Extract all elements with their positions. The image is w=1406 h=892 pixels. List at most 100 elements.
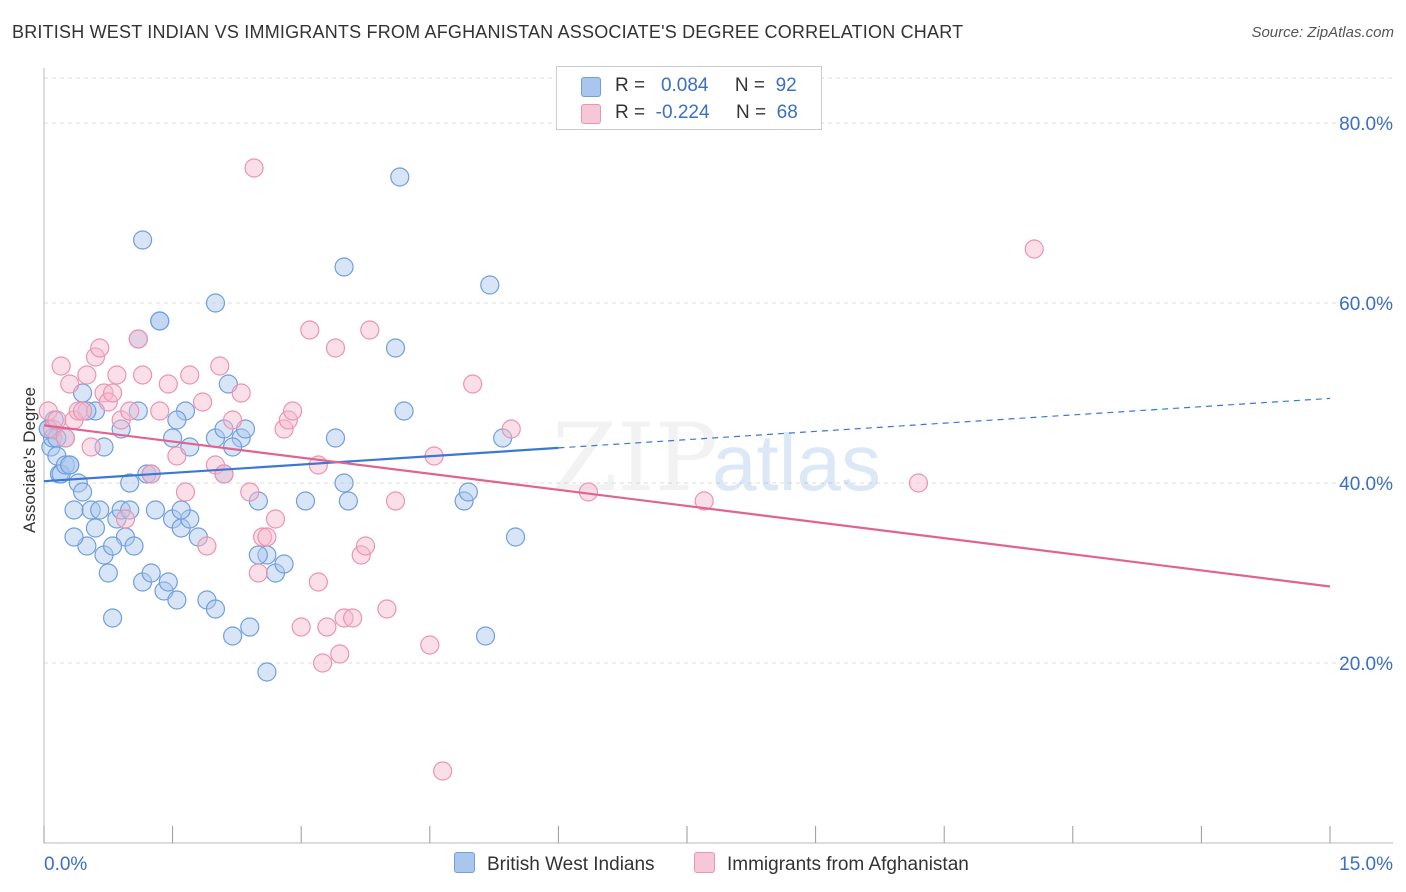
data-point-bwi bbox=[505, 527, 526, 547]
legend-label: British West Indians bbox=[487, 854, 655, 875]
data-point-afghanistan bbox=[210, 356, 230, 376]
data-point-bwi bbox=[167, 410, 187, 430]
data-point-afghanistan bbox=[694, 491, 714, 511]
data-point-afghanistan bbox=[55, 428, 76, 448]
data-point-afghanistan bbox=[223, 410, 243, 430]
trend-line-afghanistan bbox=[43, 424, 1331, 588]
series-immigrants-afghanistan bbox=[38, 158, 1044, 781]
data-point-bwi bbox=[240, 617, 260, 637]
data-point-afghanistan bbox=[231, 383, 251, 403]
data-point-afghanistan bbox=[1024, 239, 1044, 259]
data-point-afghanistan bbox=[167, 446, 187, 466]
watermark: ZIP atlas bbox=[552, 404, 881, 513]
data-point-bwi bbox=[141, 563, 161, 583]
data-point-afghanistan bbox=[274, 419, 294, 439]
data-point-bwi bbox=[205, 599, 226, 619]
x-tick-label: 0.0% bbox=[44, 854, 87, 875]
data-point-bwi bbox=[72, 482, 93, 502]
data-point-bwi bbox=[334, 257, 354, 277]
data-point-bwi bbox=[248, 545, 268, 565]
data-point-bwi bbox=[64, 500, 84, 520]
data-point-afghanistan bbox=[360, 320, 380, 340]
data-point-afghanistan bbox=[253, 527, 273, 547]
legend-item-british-west-indians[interactable]: British West Indians bbox=[454, 852, 655, 876]
data-point-bwi bbox=[385, 338, 406, 358]
data-point-bwi bbox=[458, 482, 478, 502]
data-point-afghanistan bbox=[313, 653, 333, 673]
watermark-zip: ZIP bbox=[552, 404, 718, 513]
data-point-bwi bbox=[90, 500, 110, 520]
data-point-bwi bbox=[150, 311, 170, 331]
n-value: 68 bbox=[776, 102, 798, 123]
y-tick-label: 80.0% bbox=[1339, 114, 1393, 135]
data-point-afghanistan bbox=[248, 563, 268, 583]
n-label: N = bbox=[734, 75, 766, 96]
data-point-afghanistan bbox=[128, 329, 148, 349]
data-point-afghanistan bbox=[351, 545, 371, 565]
r-value: -0.224 bbox=[655, 102, 710, 123]
data-point-bwi bbox=[132, 230, 153, 250]
data-point-afghanistan bbox=[47, 410, 67, 430]
data-point-bwi bbox=[158, 572, 178, 592]
data-point-bwi bbox=[480, 275, 500, 295]
data-point-bwi bbox=[475, 626, 496, 646]
data-point-afghanistan bbox=[107, 365, 127, 385]
data-point-afghanistan bbox=[330, 644, 350, 664]
data-point-bwi bbox=[171, 500, 191, 520]
data-point-afghanistan bbox=[317, 617, 337, 637]
data-point-afghanistan bbox=[283, 401, 303, 421]
data-point-bwi bbox=[163, 428, 183, 448]
data-point-afghanistan bbox=[158, 374, 178, 394]
data-point-afghanistan bbox=[60, 374, 80, 394]
y-tick-label: 60.0% bbox=[1339, 294, 1393, 315]
data-point-afghanistan bbox=[193, 392, 213, 412]
trend-lines bbox=[43, 397, 1331, 588]
n-value: 92 bbox=[775, 75, 797, 96]
data-point-afghanistan bbox=[908, 473, 929, 493]
legend-label: Immigrants from Afghanistan bbox=[727, 854, 969, 875]
data-point-bwi bbox=[102, 608, 123, 628]
source-label: Source: ZipAtlas.com bbox=[1251, 24, 1394, 41]
legend-item-immigrants-afghanistan[interactable]: Immigrants from Afghanistan bbox=[694, 852, 969, 876]
data-point-afghanistan bbox=[463, 374, 483, 394]
data-point-afghanistan bbox=[120, 401, 140, 421]
blue-swatch bbox=[581, 77, 601, 97]
data-point-bwi bbox=[167, 590, 187, 610]
axes bbox=[43, 68, 1393, 844]
data-point-afghanistan bbox=[420, 635, 440, 655]
data-point-afghanistan bbox=[85, 347, 106, 367]
data-point-afghanistan bbox=[51, 356, 71, 376]
r-label: R = bbox=[615, 75, 646, 96]
data-point-bwi bbox=[60, 455, 80, 475]
data-point-bwi bbox=[223, 626, 243, 646]
data-point-afghanistan bbox=[132, 365, 153, 385]
data-point-bwi bbox=[390, 167, 410, 187]
data-point-afghanistan bbox=[265, 509, 286, 529]
data-point-bwi bbox=[274, 554, 294, 574]
data-point-afghanistan bbox=[81, 437, 101, 457]
y-tick-label: 40.0% bbox=[1339, 474, 1393, 495]
blue-swatch bbox=[454, 852, 475, 873]
x-tick-labels: 0.0% 15.0% bbox=[44, 854, 1393, 875]
data-point-afghanistan bbox=[325, 338, 346, 358]
data-point-afghanistan bbox=[278, 410, 298, 430]
data-point-bwi bbox=[98, 563, 118, 583]
data-point-afghanistan bbox=[90, 338, 110, 358]
data-point-afghanistan bbox=[72, 401, 93, 421]
data-point-bwi bbox=[124, 536, 144, 556]
trend-line-bwi-extension bbox=[558, 397, 1331, 449]
r-label: R = bbox=[615, 102, 646, 123]
y-tick-label: 20.0% bbox=[1339, 654, 1393, 675]
data-point-afghanistan bbox=[180, 365, 200, 385]
data-point-afghanistan bbox=[501, 419, 521, 439]
data-point-afghanistan bbox=[291, 617, 311, 637]
data-point-bwi bbox=[64, 527, 84, 547]
data-point-afghanistan bbox=[115, 509, 136, 529]
data-point-afghanistan bbox=[214, 464, 234, 484]
data-point-afghanistan bbox=[244, 158, 264, 178]
data-point-bwi bbox=[55, 455, 76, 475]
data-point-afghanistan bbox=[433, 761, 453, 781]
data-point-afghanistan bbox=[77, 365, 97, 385]
data-point-afghanistan bbox=[175, 482, 196, 502]
data-point-bwi bbox=[85, 518, 106, 538]
